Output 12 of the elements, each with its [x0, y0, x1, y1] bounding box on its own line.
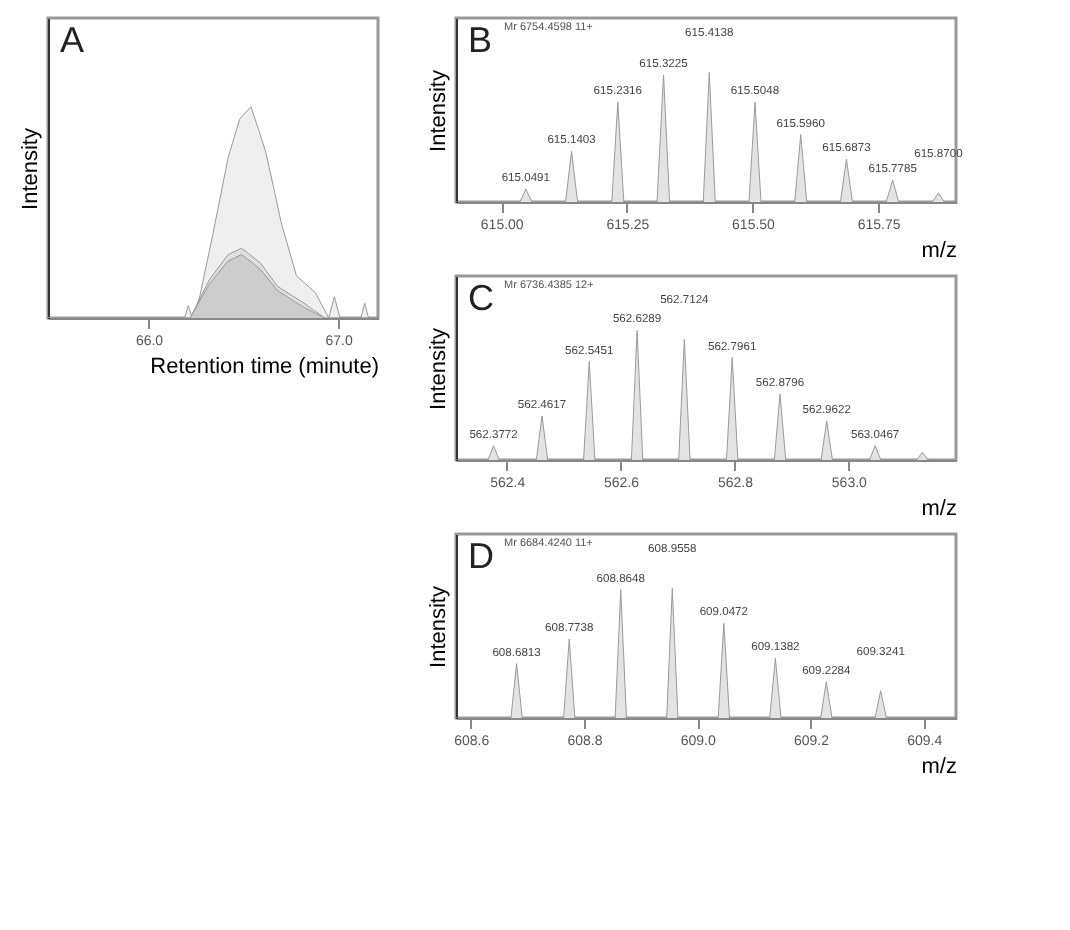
x-axis-title: m/z [921, 239, 957, 263]
y-axis-title: Intensity [427, 585, 451, 668]
x-axis-title: m/z [921, 497, 957, 521]
x-axis-title: Retention time (minute) [150, 355, 379, 379]
text: C [468, 278, 494, 318]
x-axis-title: m/z [921, 755, 957, 779]
text: B [468, 20, 493, 60]
y-axis-title: Intensity [427, 69, 451, 152]
text: D [468, 536, 494, 576]
y-axis-title: Intensity [427, 327, 451, 410]
text: A [60, 20, 85, 60]
y-axis-title: Intensity [19, 127, 43, 210]
